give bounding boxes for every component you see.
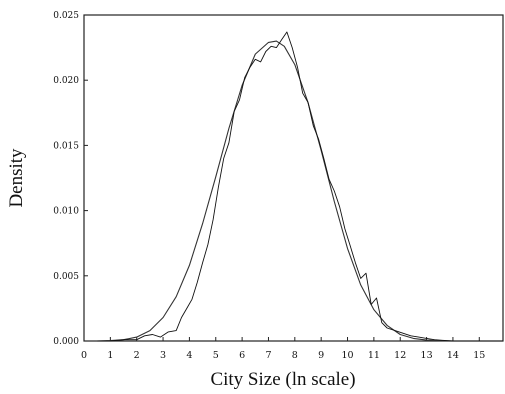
x-tick-label: 14 [447, 350, 459, 361]
x-tick-label: 4 [186, 350, 192, 361]
y-tick-label: 0.005 [53, 272, 79, 282]
y-tick-label: 0.015 [53, 141, 79, 151]
plot-frame [83, 14, 504, 342]
smooth-density-line [97, 40, 503, 342]
y-tick-label: 0.020 [53, 76, 79, 86]
x-tick-label: 0 [81, 350, 87, 361]
x-axis-title: City Size (ln scale) [210, 369, 355, 390]
y-tick-label: 0.000 [53, 337, 79, 347]
x-tick-label: 11 [368, 350, 380, 361]
x-tick-label: 3 [160, 350, 166, 361]
empirical-density-line [97, 31, 503, 342]
x-tick-label: 9 [318, 350, 324, 361]
y-axis-title: Density [6, 148, 27, 208]
x-tick-label: 8 [292, 350, 298, 361]
x-tick-label: 2 [134, 350, 140, 361]
y-tick-label: 0.025 [53, 11, 79, 21]
x-tick-label: 10 [341, 350, 353, 361]
x-tick-label: 15 [473, 350, 485, 361]
x-tick-label: 12 [394, 350, 406, 361]
x-tick-label: 7 [265, 350, 271, 361]
x-tick-label: 5 [213, 350, 219, 361]
x-tick-label: 13 [421, 350, 433, 361]
series-layer [97, 31, 503, 342]
x-tick-label: 1 [107, 350, 113, 361]
x-tick-label: 6 [239, 350, 245, 361]
y-axis-ticks: 0.000 0.005 0.010 0.015 0.020 0.025 [53, 11, 88, 347]
y-tick-label: 0.010 [53, 207, 79, 217]
x-axis-ticks: 0 1 2 3 4 5 6 7 8 9 10 11 12 13 14 15 [81, 337, 485, 361]
